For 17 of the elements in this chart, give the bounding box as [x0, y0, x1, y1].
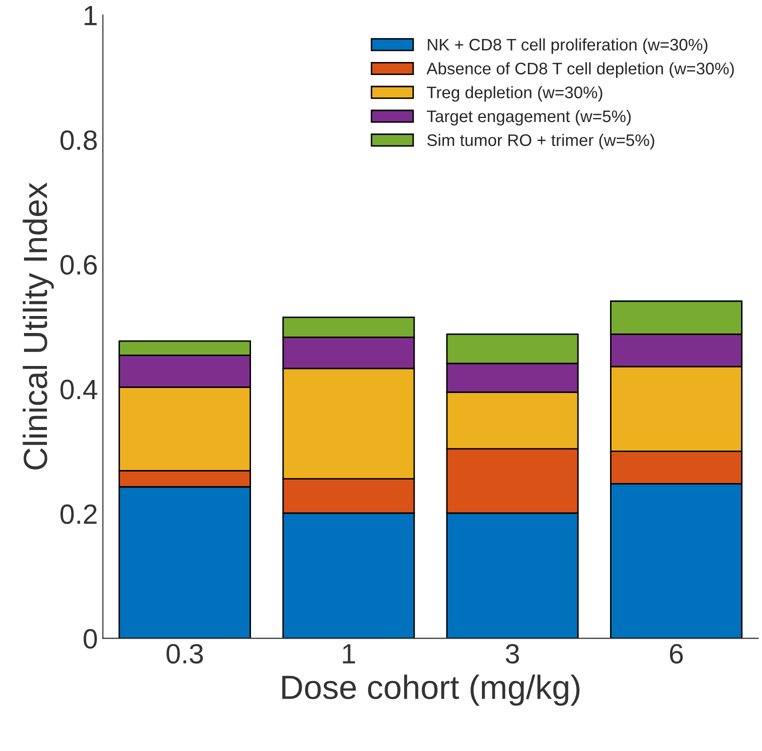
y-tick-label: 0	[84, 629, 97, 649]
y-tick-label: 0.4	[60, 380, 98, 400]
x-tick-label: 3	[506, 644, 519, 664]
y-axis-title: Clinical Utility Index	[22, 182, 54, 470]
y-tick-label: 1	[84, 6, 97, 26]
x-tick-label: 6	[670, 644, 683, 664]
legend-label: Absence of CD8 T cell depletion (w=30%)	[426, 62, 734, 78]
x-tick-label: 1	[343, 644, 355, 664]
x-tick-label: 0.3	[166, 644, 203, 664]
legend-label: Treg depletion (w=30%)	[426, 86, 602, 102]
x-axis-title: Dose cohort (mg/kg)	[282, 674, 580, 706]
y-tick-label: 0.8	[60, 130, 97, 150]
y-tick-label: 0.2	[60, 504, 97, 524]
y-tick-label: 0.6	[60, 255, 97, 275]
legend-label: Target engagement (w=5%)	[426, 110, 631, 126]
legend-label: NK + CD8 T cell proliferation (w=30%)	[428, 38, 708, 54]
legend-label: Sim tumor RO + trimer (w=5%)	[427, 134, 654, 150]
